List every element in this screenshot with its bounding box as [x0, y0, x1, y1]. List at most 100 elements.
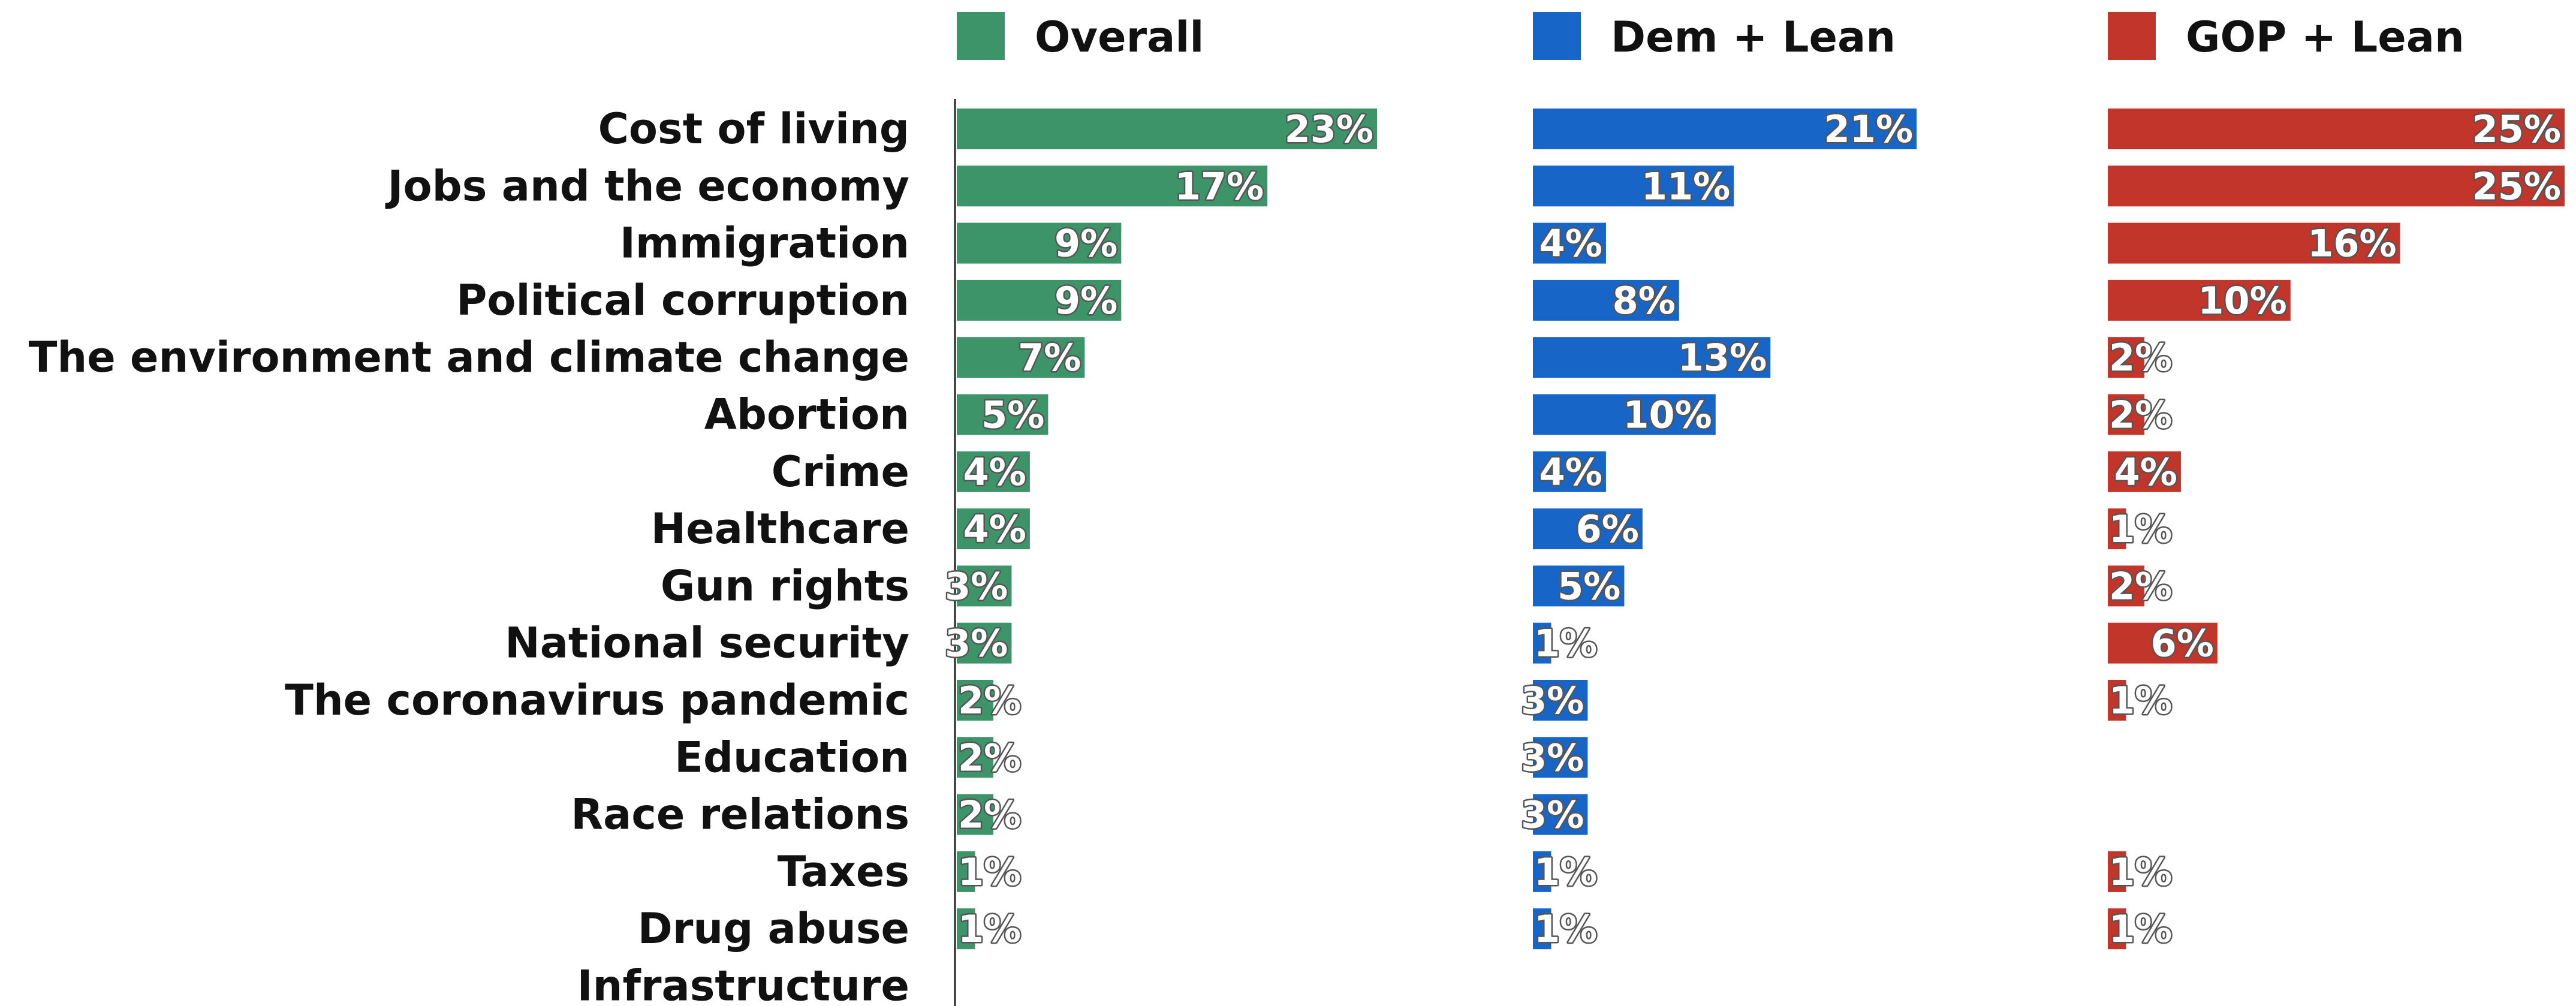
value-label-overall-race-relations: 2%	[958, 793, 1021, 837]
bar-overall-gun-rights	[957, 565, 1012, 607]
value-label-dem-lean-cost-of-living: 21%	[1824, 107, 1913, 151]
value-label-gop-lean-drug-abuse: 1%	[2109, 907, 2172, 951]
value-label-gop-lean-healthcare: 1%	[2109, 507, 2172, 551]
legend-label-dem-lean: Dem + Lean	[1611, 13, 1896, 62]
bar-dem-lean-crime	[1533, 451, 1606, 492]
value-label-dem-lean-jobs-and-the-economy: 11%	[1641, 164, 1730, 208]
value-label-dem-lean-immigration: 4%	[1539, 222, 1602, 266]
bar-overall-the-coronavirus-pandemic	[957, 680, 993, 721]
bar-gop-lean-immigration	[2108, 222, 2400, 264]
bar-overall-cost-of-living	[957, 109, 1378, 149]
value-label-dem-lean-healthcare: 6%	[1576, 507, 1639, 551]
value-label-overall-education: 2%	[958, 736, 1021, 779]
bar-overall-national-security	[957, 622, 1012, 664]
category-labels: Cost of living Jobs and the economy Immigr…	[29, 104, 909, 1006]
value-label-gop-lean-abortion: 2%	[2109, 393, 2172, 437]
bar-overall-crime	[957, 451, 1030, 492]
bar-dem-lean-drug-abuse	[1533, 908, 1551, 950]
legend-label-gop-lean: GOP + Lean	[2186, 13, 2464, 62]
bar-overall-taxes	[957, 851, 975, 892]
value-label-overall-drug-abuse: 1%	[958, 907, 1021, 951]
value-label-overall-healthcare: 4%	[963, 507, 1026, 551]
value-label-gop-lean-the-coronavirus-pandemic: 1%	[2109, 679, 2172, 722]
value-label-gop-lean-political-corruption: 10%	[2198, 279, 2286, 323]
bar-gop-lean-the-coronavirus-pandemic	[2108, 680, 2126, 721]
value-label-dem-lean-political-corruption: 8%	[1613, 279, 1676, 323]
value-label-dem-lean-race-relations: 3%	[1521, 793, 1584, 837]
value-label-overall-political-corruption: 9%	[1054, 279, 1117, 323]
value-label-gop-lean-jobs-and-the-economy: 25%	[2472, 164, 2561, 208]
bar-gop-lean-cost-of-living	[2108, 109, 2565, 149]
category-label-jobs-and-the-economy: Jobs and the economy	[385, 161, 909, 210]
bars	[957, 109, 2565, 950]
bar-gop-lean-the-environment-and-climate-change	[2108, 337, 2144, 378]
value-label-overall-cost-of-living: 23%	[1285, 107, 1373, 151]
category-label-infrastructure: Infrastructure	[577, 962, 909, 1006]
value-label-gop-lean-taxes: 1%	[2109, 850, 2172, 894]
bar-gop-lean-political-corruption	[2108, 279, 2291, 321]
value-label-overall-the-coronavirus-pandemic: 2%	[958, 679, 1021, 722]
bar-overall-healthcare	[957, 508, 1030, 550]
bar-gop-lean-abortion	[2108, 394, 2144, 435]
legend-swatch-overall	[957, 12, 1005, 60]
category-label-national-security: National security	[505, 619, 909, 668]
bar-gop-lean-healthcare	[2108, 508, 2126, 550]
bar-dem-lean-jobs-and-the-economy	[1533, 165, 1734, 207]
category-label-cost-of-living: Cost of living	[598, 104, 909, 153]
bar-overall-immigration	[957, 222, 1122, 264]
value-label-dem-lean-national-security: 1%	[1534, 622, 1597, 665]
legend-swatch-dem-lean	[1533, 12, 1581, 60]
value-label-dem-lean-the-environment-and-climate-change: 13%	[1678, 336, 1767, 379]
value-labels: 23% 17% 9% 9% 7% 5% 4% 4% 3% 3% 2% 2% 2% 1% 1% 21% 11% 4%…	[944, 106, 2563, 953]
bar-overall-the-environment-and-climate-change	[957, 337, 1085, 378]
value-label-gop-lean-the-environment-and-climate-change: 2%	[2109, 336, 2172, 379]
bar-dem-lean-cost-of-living	[1533, 109, 1917, 149]
category-label-healthcare: Healthcare	[651, 504, 909, 553]
category-label-abortion: Abortion	[704, 390, 909, 439]
value-label-dem-lean-the-coronavirus-pandemic: 3%	[1521, 679, 1584, 722]
bar-overall-drug-abuse	[957, 908, 975, 950]
bar-gop-lean-national-security	[2108, 622, 2218, 664]
category-label-crime: Crime	[772, 447, 909, 496]
value-label-overall-taxes: 1%	[958, 850, 1021, 894]
value-label-dem-lean-education: 3%	[1521, 736, 1584, 779]
category-label-immigration: Immigration	[620, 219, 909, 268]
bar-gop-lean-crime	[2108, 451, 2181, 492]
legend-label-overall: Overall	[1035, 13, 1204, 62]
legend-swatch-gop-lean	[2108, 12, 2156, 60]
value-label-dem-lean-crime: 4%	[1539, 450, 1602, 494]
bar-gop-lean-taxes	[2108, 851, 2126, 892]
value-label-overall-jobs-and-the-economy: 17%	[1175, 164, 1264, 208]
value-label-dem-lean-taxes: 1%	[1534, 850, 1597, 894]
value-label-overall-gun-rights: 3%	[945, 564, 1008, 608]
bar-overall-political-corruption	[957, 279, 1122, 321]
bar-dem-lean-taxes	[1533, 851, 1551, 892]
category-label-race-relations: Race relations	[571, 790, 909, 839]
value-label-overall-immigration: 9%	[1054, 222, 1117, 266]
bar-dem-lean-immigration	[1533, 222, 1606, 264]
bar-overall-race-relations	[957, 794, 993, 835]
legend: Overall Dem + Lean GOP + Lean	[957, 12, 2464, 62]
bar-dem-lean-the-environment-and-climate-change	[1533, 337, 1771, 378]
bar-overall-jobs-and-the-economy	[957, 165, 1268, 207]
value-label-overall-the-environment-and-climate-change: 7%	[1018, 336, 1081, 379]
value-label-dem-lean-drug-abuse: 1%	[1534, 907, 1597, 951]
value-label-overall-abortion: 5%	[981, 393, 1044, 437]
bar-dem-lean-education	[1533, 737, 1588, 778]
bar-gop-lean-drug-abuse	[2108, 908, 2126, 950]
value-label-gop-lean-immigration: 16%	[2307, 222, 2396, 266]
category-label-the-coronavirus-pandemic: The coronavirus pandemic	[285, 676, 909, 725]
value-label-gop-lean-national-security: 6%	[2151, 622, 2214, 665]
category-label-drug-abuse: Drug abuse	[638, 904, 909, 953]
value-label-gop-lean-crime: 4%	[2114, 450, 2177, 494]
bar-overall-abortion	[957, 394, 1049, 435]
bar-gop-lean-gun-rights	[2108, 565, 2144, 607]
category-label-political-corruption: Political corruption	[456, 276, 909, 325]
category-label-taxes: Taxes	[778, 847, 909, 896]
category-label-education: Education	[674, 733, 909, 782]
value-label-gop-lean-cost-of-living: 25%	[2472, 107, 2561, 151]
bar-dem-lean-race-relations	[1533, 794, 1588, 835]
value-label-overall-national-security: 3%	[945, 622, 1008, 665]
value-label-dem-lean-abortion: 10%	[1623, 393, 1712, 437]
